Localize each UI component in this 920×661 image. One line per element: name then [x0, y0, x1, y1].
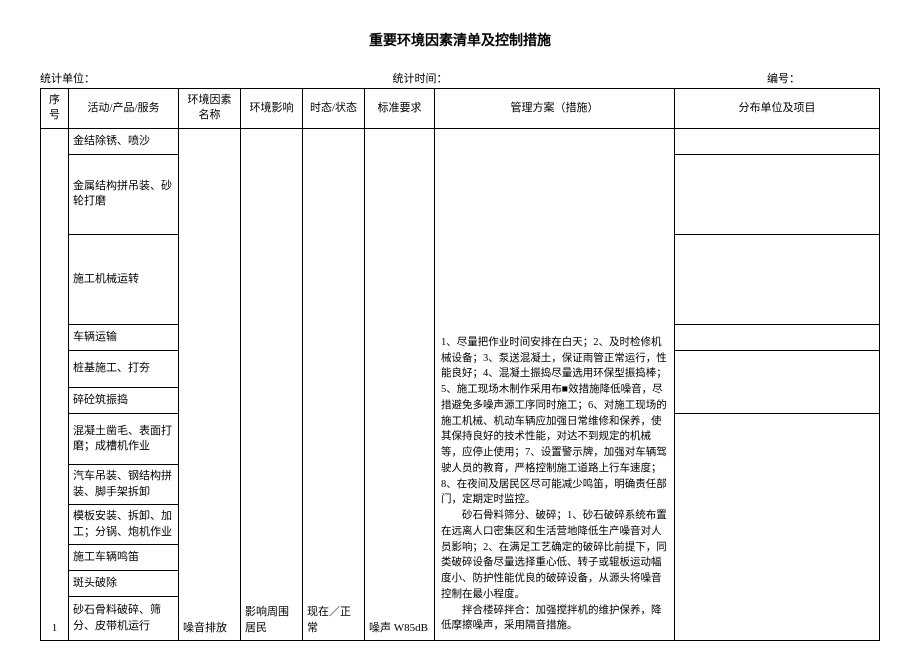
std-cell: 噪声 W85dB	[365, 128, 435, 640]
header-row: 序号 活动/产品/服务 环境因素名称 环境影响 时态/状态 标准要求 管理方案（…	[41, 89, 880, 129]
mgmt-p2: 砂石骨料筛分、破碎；1、砂石破碎系统布置在远离人口密集区和生活营地降低生产噪音对…	[441, 508, 668, 603]
dist-3	[675, 234, 880, 324]
act-7: 混凝土凿毛、表面打磨；成槽机作业	[69, 414, 179, 465]
meta-unit: 统计单位：	[40, 70, 293, 86]
th-dist: 分布单位及项目	[675, 89, 880, 129]
th-mgmt: 管理方案（措施）	[435, 89, 675, 129]
act-4: 车辆运输	[69, 324, 179, 350]
dist-4	[675, 324, 880, 350]
act-5: 桩基施工、打夯	[69, 350, 179, 387]
meta-no: 编号：	[547, 70, 880, 86]
meta-row: 统计单位： 统计时间： 编号：	[40, 70, 880, 86]
act-6: 碎砼筑振捣	[69, 388, 179, 414]
act-1: 金结除锈、喷沙	[69, 128, 179, 154]
act-2: 金属结构拼吊装、砂轮打磨	[69, 154, 179, 234]
mgmt-cell: 1、尽量把作业时间安排在白天；2、及时检修机械设备；3、泵送混凝土，保证雨管正常…	[435, 128, 675, 640]
dist-2	[675, 154, 880, 234]
factor-cell: 噪音排放	[179, 128, 241, 640]
meta-time: 统计时间：	[293, 70, 546, 86]
th-state: 时态/状态	[303, 89, 365, 129]
mgmt-p1: 1、尽量把作业时间安排在白天；2、及时检修机械设备；3、泵送混凝土，保证雨管正常…	[441, 337, 667, 506]
state-cell: 现在／正常	[303, 128, 365, 640]
act-12: 砂石骨料破碎、筛分、皮带机运行	[69, 597, 179, 641]
act-8: 汽车吊装、钢结构拼装、脚手架拆卸	[69, 465, 179, 505]
seq-cell: 1	[41, 128, 69, 640]
dist-1	[675, 128, 880, 154]
th-activity: 活动/产品/服务	[69, 89, 179, 129]
act-3: 施工机械运转	[69, 234, 179, 324]
act-11: 斑头破除	[69, 571, 179, 597]
th-standard: 标准要求	[365, 89, 435, 129]
act-10: 施工车辆鸣笛	[69, 545, 179, 571]
th-factor: 环境因素名称	[179, 89, 241, 129]
dist-7	[675, 414, 880, 641]
impact-cell: 影响周围居民	[241, 128, 303, 640]
main-table: 序号 活动/产品/服务 环境因素名称 环境影响 时态/状态 标准要求 管理方案（…	[40, 88, 880, 641]
row-1: 1 金结除锈、喷沙 噪音排放 影响周围居民 现在／正常 噪声 W85dB 1、尽…	[41, 128, 880, 154]
dist-5	[675, 350, 880, 413]
doc-title: 重要环境因素清单及控制措施	[40, 30, 880, 50]
th-seq: 序号	[41, 89, 69, 129]
th-impact: 环境影响	[241, 89, 303, 129]
act-9: 模板安装、拆卸、加工；分锅、炮机作业	[69, 505, 179, 545]
mgmt-p3: 拌合楼碎拌合：加强搅拌机的维护保养，降低摩擦噪声，采用隔音措施。	[441, 603, 668, 635]
